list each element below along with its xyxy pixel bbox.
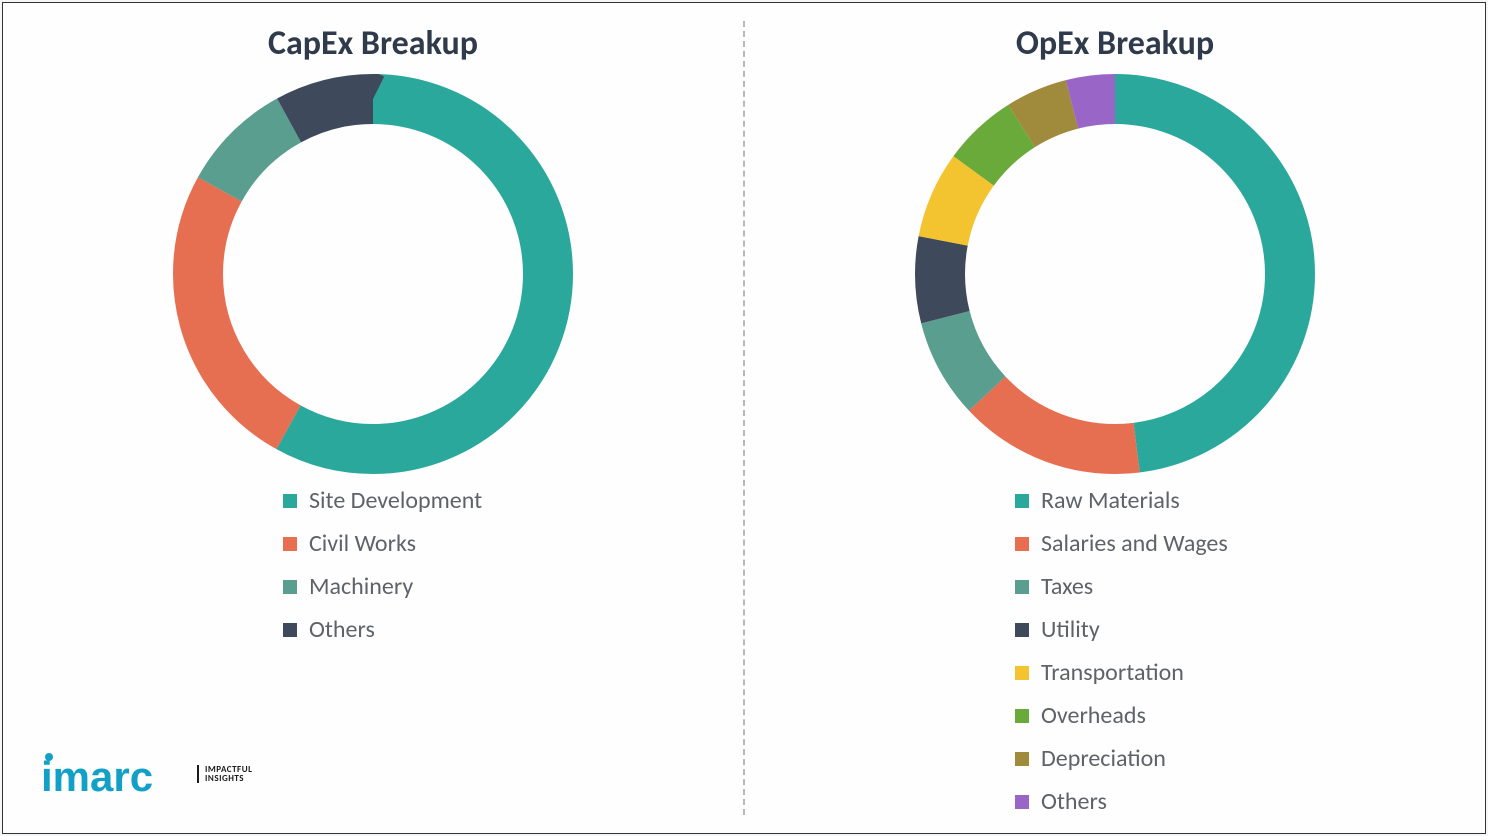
- capex-title: CapEx Breakup: [3, 23, 743, 64]
- legend-label: Site Development: [309, 486, 482, 515]
- legend-label: Raw Materials: [1041, 486, 1180, 515]
- brand-logo-mark: imarc: [41, 749, 191, 799]
- legend-swatch: [283, 537, 297, 551]
- legend-label: Others: [1041, 787, 1107, 816]
- legend-swatch: [283, 580, 297, 594]
- legend-swatch: [283, 623, 297, 637]
- legend-swatch: [1015, 795, 1029, 809]
- legend-label: Transportation: [1041, 658, 1184, 687]
- legend-swatch: [1015, 709, 1029, 723]
- legend-label: Civil Works: [309, 529, 416, 558]
- legend-item: Others: [283, 615, 743, 644]
- chart-frame: CapEx Breakup Site Development Civil Work…: [2, 2, 1486, 834]
- legend-swatch: [1015, 752, 1029, 766]
- legend-item: Taxes: [1015, 572, 1485, 601]
- legend-swatch: [1015, 580, 1029, 594]
- legend-swatch: [1015, 494, 1029, 508]
- legend-item: Others: [1015, 787, 1485, 816]
- legend-item: Depreciation: [1015, 744, 1485, 773]
- legend-label: Salaries and Wages: [1041, 529, 1228, 558]
- legend-item: Transportation: [1015, 658, 1485, 687]
- legend-label: Machinery: [309, 572, 413, 601]
- legend-label: Others: [309, 615, 375, 644]
- brand-logo: imarc IMPACTFUL INSIGHTS: [41, 749, 252, 799]
- legend-swatch: [283, 494, 297, 508]
- legend-label: Depreciation: [1041, 744, 1166, 773]
- opex-donut-wrap: [745, 74, 1485, 474]
- brand-logo-sub: IMPACTFUL INSIGHTS: [197, 765, 252, 784]
- legend-item: Utility: [1015, 615, 1485, 644]
- legend-swatch: [1015, 537, 1029, 551]
- opex-legend: Raw Materials Salaries and Wages Taxes Util…: [745, 486, 1485, 816]
- opex-title: OpEx Breakup: [745, 23, 1485, 64]
- capex-donut: [173, 74, 573, 474]
- capex-panel: CapEx Breakup Site Development Civil Work…: [3, 3, 743, 833]
- legend-item: Salaries and Wages: [1015, 529, 1485, 558]
- opex-panel: OpEx Breakup Raw Materials Salaries and W…: [745, 3, 1485, 833]
- legend-label: Utility: [1041, 615, 1100, 644]
- legend-item: Civil Works: [283, 529, 743, 558]
- legend-swatch: [1015, 666, 1029, 680]
- opex-donut: [915, 74, 1315, 474]
- legend-item: Machinery: [283, 572, 743, 601]
- legend-item: Site Development: [283, 486, 743, 515]
- capex-legend: Site Development Civil Works Machinery Othe…: [3, 486, 743, 644]
- legend-item: Overheads: [1015, 701, 1485, 730]
- brand-logo-sub2: INSIGHTS: [205, 774, 252, 783]
- legend-label: Taxes: [1041, 572, 1093, 601]
- legend-swatch: [1015, 623, 1029, 637]
- svg-text:imarc: imarc: [41, 753, 153, 799]
- panels-row: CapEx Breakup Site Development Civil Work…: [3, 3, 1485, 833]
- legend-item: Raw Materials: [1015, 486, 1485, 515]
- capex-donut-wrap: [3, 74, 743, 474]
- legend-label: Overheads: [1041, 701, 1146, 730]
